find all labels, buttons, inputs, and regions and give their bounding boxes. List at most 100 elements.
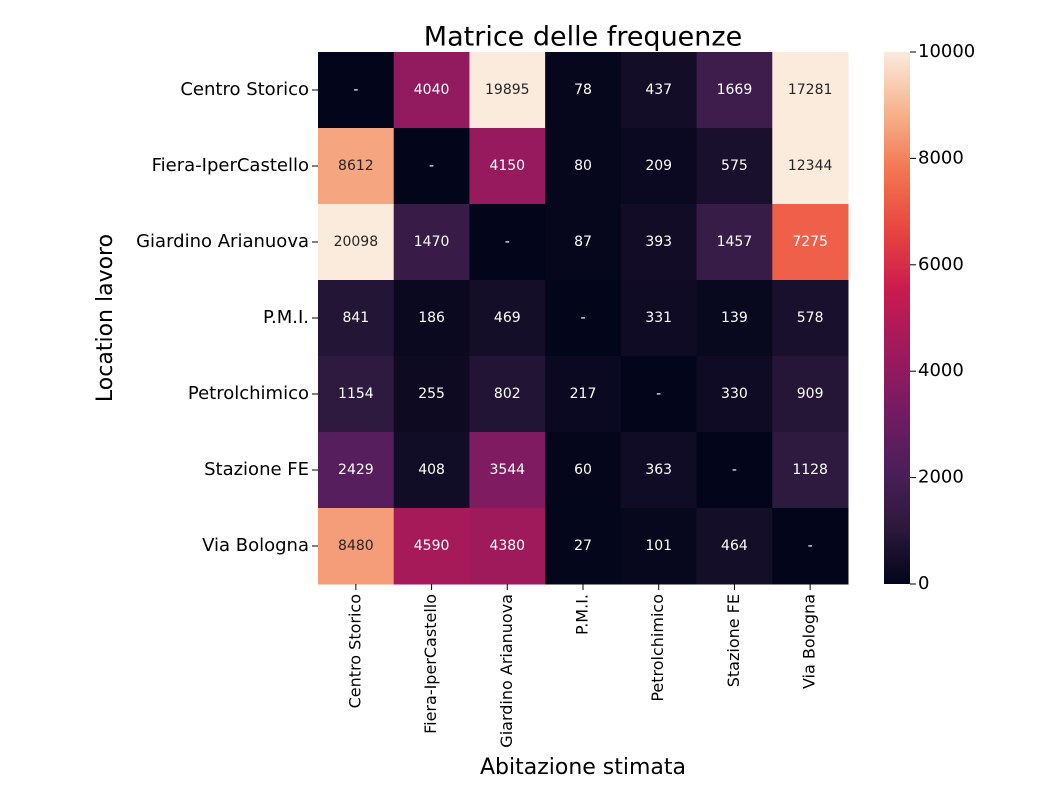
cell-label: 4040	[414, 82, 450, 98]
y-tick-label: Petrolchimico	[188, 383, 309, 404]
empty-cell	[772, 508, 849, 585]
cell-label: -	[505, 234, 510, 250]
y-axis-label: Location lavoro	[93, 234, 118, 402]
heatmap-cell	[393, 432, 470, 509]
heatmap-cell	[620, 52, 698, 129]
heatmap-cell	[696, 52, 773, 129]
heatmap-cell	[469, 128, 546, 205]
heatmap-cell	[469, 432, 546, 509]
heatmap-cell	[545, 432, 622, 509]
x-tick-label: Via Bologna	[800, 594, 819, 689]
cell-label: 437	[645, 82, 672, 98]
heatmap-cell	[620, 432, 698, 509]
x-tick-label: Stazione FE	[724, 594, 743, 687]
heatmap-cell	[772, 128, 849, 205]
cell-label: 8612	[338, 158, 374, 174]
cell-label: 101	[645, 538, 672, 554]
heatmap-cell	[545, 356, 622, 433]
cell-label: 8480	[338, 538, 374, 554]
cell-label: 393	[645, 234, 672, 250]
x-tick-label: Petrolchimico	[648, 594, 667, 702]
heatmap-cell	[469, 280, 546, 357]
cell-label: -	[808, 538, 813, 554]
cell-label: 78	[574, 82, 592, 98]
y-tick-label: Giardino Arianuova	[136, 231, 309, 252]
colorbar	[884, 52, 910, 584]
heatmap-cell	[696, 280, 773, 357]
cell-label: 330	[721, 386, 748, 402]
y-tick-label: Centro Storico	[180, 79, 309, 100]
cell-label: 209	[645, 158, 672, 174]
colorbar-tick-label: 4000	[918, 360, 964, 381]
heatmap-cell	[318, 508, 395, 585]
empty-cell	[469, 204, 546, 281]
cell-label: -	[732, 462, 737, 478]
cell-label: -	[580, 310, 585, 326]
heatmap-cell	[318, 280, 395, 357]
cell-label: 469	[494, 310, 521, 326]
cell-label: 1457	[717, 234, 753, 250]
cell-label: 464	[721, 538, 748, 554]
heatmap-cell	[620, 280, 698, 357]
cell-label: 80	[574, 158, 592, 174]
empty-cell	[696, 432, 773, 509]
y-tick-label: Stazione FE	[204, 459, 309, 480]
heatmap-cell	[696, 128, 773, 205]
heatmap-cell	[772, 280, 849, 357]
cell-label: 3544	[489, 462, 525, 478]
cell-label: 575	[721, 158, 748, 174]
heatmap-cell	[545, 52, 622, 129]
colorbar-tick-label: 8000	[918, 147, 964, 168]
cell-label: -	[429, 158, 434, 174]
heatmap-cell	[393, 508, 470, 585]
heatmap-cell	[318, 128, 395, 205]
cell-label: 7275	[792, 234, 828, 250]
x-tick-label: P.M.I.	[573, 594, 592, 635]
cell-label: 1669	[717, 82, 753, 98]
heatmap-cell	[545, 204, 622, 281]
y-tick-label: Fiera-IperCastello	[152, 155, 309, 176]
cell-label: 4380	[489, 538, 525, 554]
cell-label: 4150	[489, 158, 525, 174]
colorbar-tick-label: 6000	[918, 254, 964, 275]
x-tick-label: Centro Storico	[345, 594, 364, 708]
heatmap-cell	[545, 508, 622, 585]
cell-label: 17281	[788, 82, 833, 98]
colorbar-tick-label: 0	[918, 573, 929, 594]
y-tick-label: Via Bologna	[202, 535, 309, 556]
heatmap-cell	[772, 432, 849, 509]
cell-label: 578	[797, 310, 824, 326]
cell-label: 217	[570, 386, 597, 402]
cell-label: 1470	[414, 234, 450, 250]
chart-title: Matrice delle frequenze	[424, 22, 742, 53]
heatmap-cell	[318, 356, 395, 433]
heatmap-cell	[696, 508, 773, 585]
cell-label: 27	[574, 538, 592, 554]
x-axis-label: Abitazione stimata	[480, 755, 686, 780]
cell-label: 363	[645, 462, 672, 478]
cell-label: 87	[574, 234, 592, 250]
cell-label: 255	[418, 386, 445, 402]
heatmap-cell	[620, 128, 698, 205]
heatmap-cell	[469, 508, 546, 585]
heatmap-cell	[469, 52, 546, 129]
heatmap-cell	[469, 356, 546, 433]
heatmap-cell	[772, 356, 849, 433]
heatmap-cell	[318, 432, 395, 509]
empty-cell	[318, 52, 395, 129]
colorbar-tick-label: 2000	[918, 467, 964, 488]
heatmap-cell	[772, 52, 849, 129]
empty-cell	[620, 356, 698, 433]
empty-cell	[393, 128, 470, 205]
heatmap-cell	[696, 356, 773, 433]
heatmap-cell	[393, 52, 470, 129]
cell-label: 1128	[792, 462, 828, 478]
x-tick-label: Giardino Arianuova	[497, 594, 516, 748]
x-tick-label: Fiera-IperCastello	[421, 594, 440, 734]
cell-label: 1154	[338, 386, 374, 402]
heatmap-cell	[620, 204, 698, 281]
cell-label: 841	[342, 310, 369, 326]
heatmap-cell	[393, 356, 470, 433]
cell-label: 909	[797, 386, 824, 402]
